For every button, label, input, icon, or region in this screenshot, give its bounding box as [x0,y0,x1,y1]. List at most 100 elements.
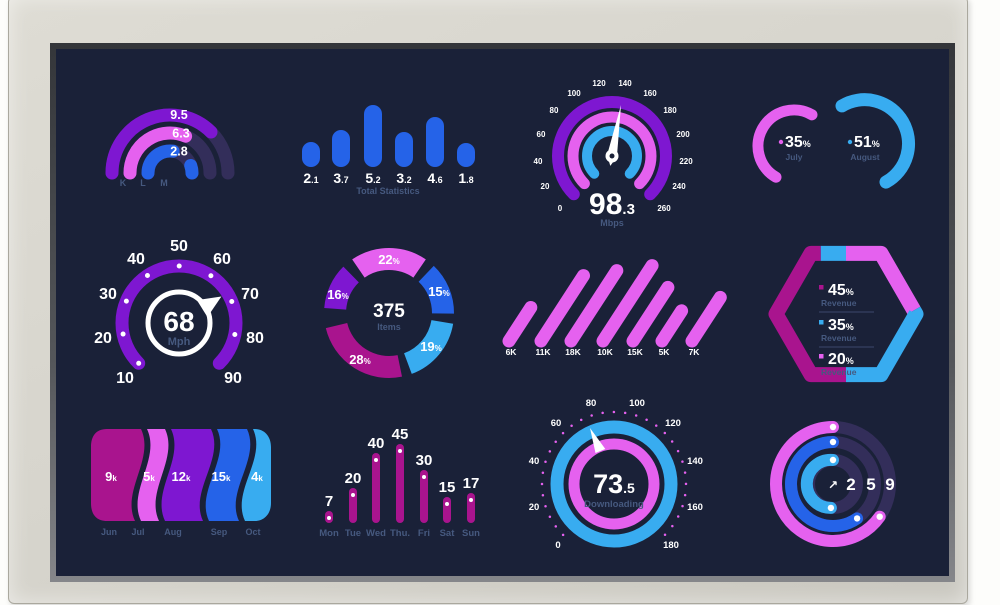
diagonal-bar [626,280,675,348]
gauge-value: 98.3 [589,188,635,221]
lollipop-bar [349,488,357,523]
bullet-dot-icon [847,139,853,145]
tick-label: 60 [537,130,546,139]
category-label: 6K [506,347,518,357]
legend-bullet-icon [819,320,824,325]
tick-label: 60 [213,251,231,268]
bar-value: 3.2 [396,170,411,186]
tick-label: 160 [643,89,657,98]
ring-value: 5 [866,475,875,494]
gauge-needle [590,428,606,453]
ring-end-dot [829,438,837,446]
donut-segment-label: 19% [420,339,442,354]
gauge-dot-ticks [540,410,688,537]
speedometer-value: 68 [163,306,194,337]
diagonal-bar [596,259,659,348]
tick-label: 20 [541,182,550,191]
progress-label: July [785,152,802,162]
month-label: Oct [245,527,260,537]
widget-items-donut: 22% 15% 19% 28% 16% 375 Items [309,233,469,393]
day-label: Mon [319,528,339,539]
speedometer-unit: Mph [168,336,191,348]
ring-end-dot [827,504,835,512]
tick-label: 100 [629,398,645,409]
lollipop-dot [327,516,331,520]
month-label: Jun [101,527,117,537]
diagonal-bar [534,269,590,348]
category-label: 18K [565,347,581,357]
day-label: Sat [440,528,456,539]
lollipop-dot [469,498,473,502]
arc-category-label: L [140,178,146,188]
widget-concentric-arcs: 9.5 6.3 2.8 K L M [101,91,251,196]
widget-wave-bands: 9k 5k 12k 15k 4k Jun Jul Aug Sep Oct [91,429,271,541]
widget-month-progress: 35% July 51% August [741,89,931,204]
band-value: 15k [212,469,231,484]
diagonal-bar [564,264,624,348]
gauge-unit: Mbps [600,218,624,228]
chart-title: Total Statistics [356,186,419,196]
bar-value: 45 [392,426,409,443]
ring-arc-outer [770,421,886,547]
tick-label: 160 [687,502,703,513]
gauge-label: Downloading [584,499,644,510]
tick-label: 240 [672,182,686,191]
speedometer-dots [119,263,239,366]
donut-segment-label: 15% [428,284,450,299]
day-label: Tue [345,528,361,539]
tick-label: 50 [170,238,188,255]
bar-value: 15 [439,479,456,496]
category-label: 7K [689,347,701,357]
tick-label: 180 [663,540,679,551]
dashboard-screen: 9.5 6.3 2.8 K L M 2.1 3. [56,49,949,576]
arc-category-label: M [160,178,168,188]
widget-activity-rings: ↗ 2 5 9 [746,396,926,576]
diagonal-bar [685,290,727,348]
progress-arc-july [752,104,818,183]
needle-hub-hole [609,153,615,159]
band-value: 12k [172,469,191,484]
gauge-ring-middle [567,111,657,190]
bar [332,130,350,167]
arc-value-inner [141,144,180,180]
lollipop-dot [422,475,426,479]
widget-mbps-gauge: 0 20 40 60 80 100 120 140 160 180 200 22… [524,71,700,236]
day-label: Sun [462,528,480,539]
bar-value: 4.6 [427,170,442,186]
month-label: Aug [164,527,182,537]
diagonal-bar [655,304,689,348]
legend-bullet-icon [819,354,824,359]
monitor-frame: 9.5 6.3 2.8 K L M 2.1 3. [8,0,968,604]
bar-value: 5.2 [365,170,380,186]
wave-band [91,429,145,521]
tick-label: 200 [676,130,690,139]
legend-label: Revenue [821,333,857,343]
gauge-value: 73.5 [593,469,635,499]
progress-value: 35% [785,134,811,151]
bar-value: 3.7 [333,170,348,186]
gauge-ring-outer [552,96,672,201]
ring-value: 9 [885,475,894,494]
category-label: 11K [535,347,551,357]
widget-revenue-hexagon: 45% Revenue 35% Revenue 20% Revenue [768,236,926,396]
arc-value-label: 9.5 [170,108,187,122]
lollipop-dot [351,493,355,497]
donut-segment-label: 22% [378,252,400,267]
ring-end-dot [829,456,837,464]
tick-label: 140 [618,79,632,88]
ring-end-dot [829,423,837,431]
lollipop-bar [420,470,428,523]
bar-value: 20 [345,470,362,487]
tick-label: 0 [558,204,563,213]
legend-value: 20% [828,351,854,368]
bar-value: 1.8 [458,170,473,186]
legend-value: 35% [828,317,854,334]
progress-arc-august [835,93,916,189]
ring-arc-inner [800,453,839,514]
bar-value: 40 [368,435,385,452]
bar-value: 30 [416,452,433,469]
arrow-up-right-icon: ↗ [828,478,838,492]
legend-label: Revenue [821,298,857,308]
bar [426,117,444,167]
band-value: 4k [251,469,263,484]
